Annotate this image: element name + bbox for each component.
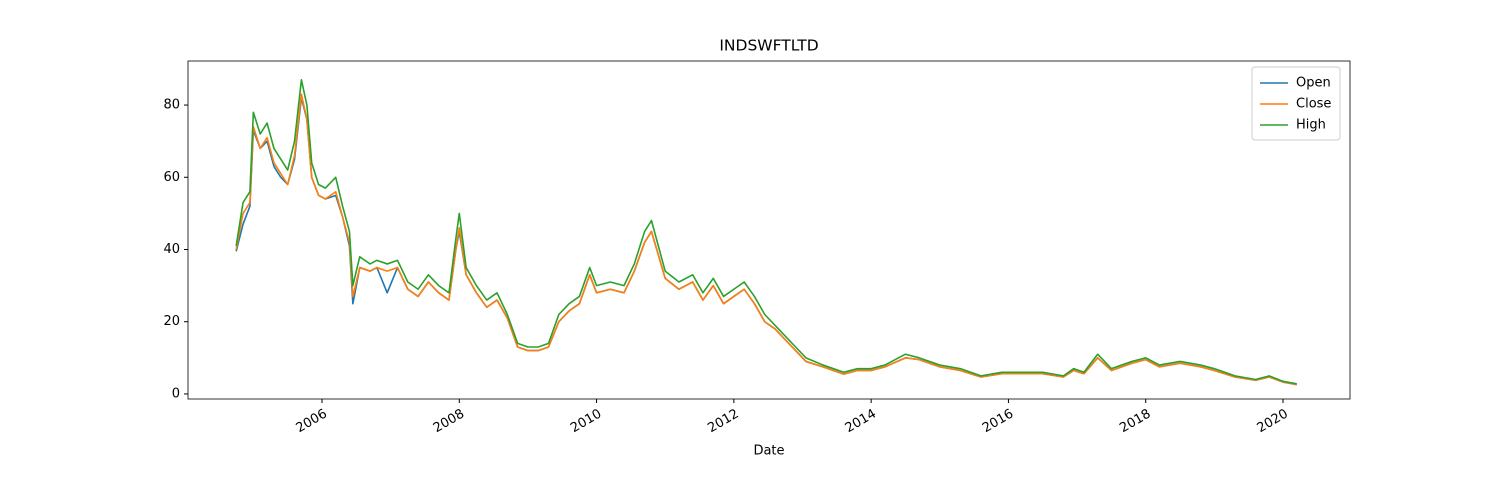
x-tick-label: 2020 <box>1255 407 1291 437</box>
series-line <box>235 78 1297 385</box>
x-tick-label: 2012 <box>705 407 741 437</box>
series-line <box>235 97 1297 386</box>
x-tick-label: 2008 <box>431 407 467 437</box>
y-tick-label: 60 <box>163 170 180 185</box>
legend-label: High <box>1296 118 1326 133</box>
x-tick-label: 2016 <box>980 407 1016 437</box>
y-tick-label: 0 <box>172 386 180 401</box>
x-tick-label: 2006 <box>294 407 330 437</box>
x-tick-label: 2014 <box>843 407 879 437</box>
legend-label: Open <box>1296 76 1331 91</box>
plot-frame <box>187 60 1351 400</box>
series-line <box>235 93 1297 386</box>
y-tick-label: 40 <box>163 242 180 257</box>
legend-label: Close <box>1296 97 1331 112</box>
x-tick-label: 2010 <box>568 407 604 437</box>
x-tick-label: 2018 <box>1117 407 1153 437</box>
y-tick-label: 80 <box>163 98 180 113</box>
legend-frame <box>1251 66 1341 141</box>
chart-title: INDSWFTLTD <box>719 37 818 55</box>
x-axis-label: Date <box>753 444 784 459</box>
y-tick-label: 20 <box>163 314 180 329</box>
